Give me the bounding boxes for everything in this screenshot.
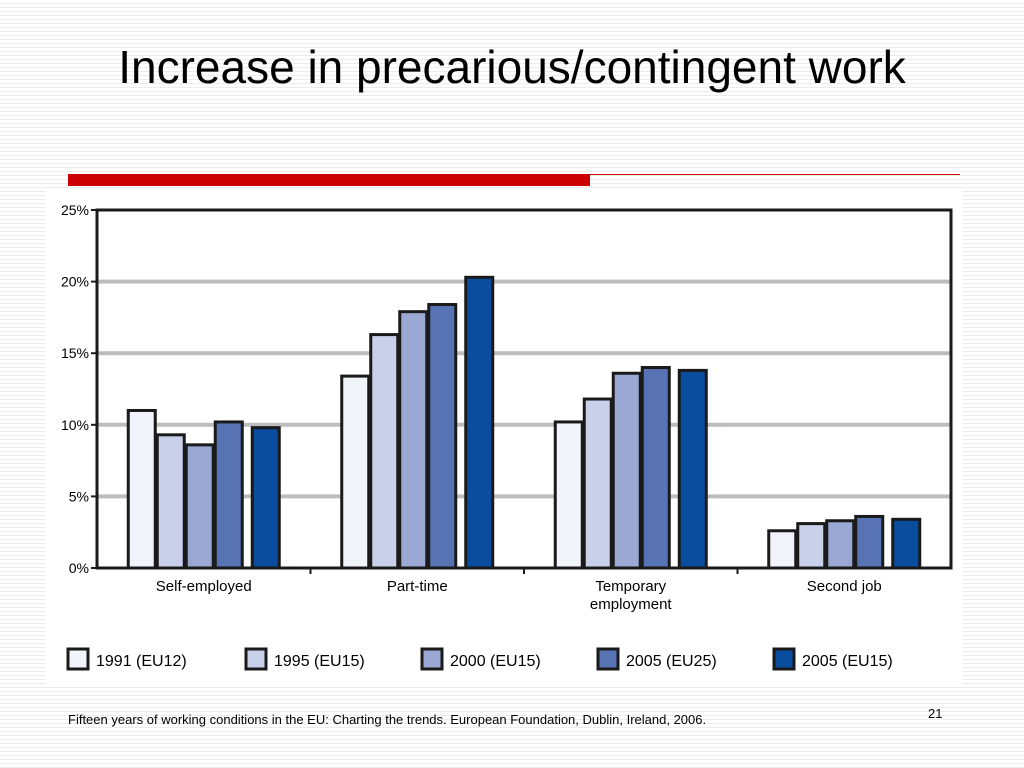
legend-swatch [772, 647, 796, 671]
bar [250, 426, 281, 570]
legend-swatch [244, 647, 268, 671]
bar [464, 275, 495, 570]
slide-title: Increase in precarious/contingent work [118, 41, 906, 93]
x-category-label: Temporary employment [590, 578, 673, 613]
bar [553, 420, 584, 570]
bar [677, 368, 708, 570]
y-tick-label: 10% [61, 417, 89, 433]
y-tick-label: 25% [61, 202, 89, 218]
bar [340, 374, 371, 570]
bar [184, 443, 215, 570]
legend-label: 1995 (EU15) [274, 653, 365, 670]
bar [126, 408, 157, 570]
bar [398, 310, 429, 570]
bar [796, 522, 827, 570]
bar [891, 517, 922, 570]
source-citation: Fifteen years of working conditions in t… [68, 712, 707, 727]
bar [213, 420, 244, 570]
legend-label: 2000 (EU15) [450, 653, 541, 670]
x-category-label: Second job [807, 578, 882, 595]
bar [854, 514, 885, 570]
bar [155, 433, 186, 570]
bar [640, 366, 671, 570]
legend-swatch [66, 647, 90, 671]
y-tick-label: 15% [61, 345, 89, 361]
x-category-label: Part-time [387, 578, 448, 595]
title-underline-thin [590, 174, 960, 175]
legend-label: 2005 (EU25) [626, 653, 717, 670]
bar [582, 397, 613, 570]
legend-swatch [420, 647, 444, 671]
x-category-label: Self-employed [156, 578, 252, 595]
bar-chart: 0% 5% 10% 15% 20% 25% Self-employed Part-time Te… [61, 202, 953, 671]
y-tick-label: 20% [61, 274, 89, 290]
legend-swatch [596, 647, 620, 671]
page-number: 21 [928, 706, 943, 721]
legend-label: 1991 (EU12) [96, 653, 187, 670]
legend-label: 2005 (EU15) [802, 653, 893, 670]
chart-panel: 0% 5% 10% 15% 20% 25% Self-employed Part-time Te… [46, 188, 962, 686]
bar [611, 371, 642, 570]
bar [427, 303, 458, 570]
y-tick-label: 5% [69, 488, 89, 504]
title-underline-red [68, 174, 590, 186]
bar [825, 519, 856, 570]
y-tick-label: 0% [69, 560, 89, 576]
bar [369, 333, 400, 570]
bar [767, 529, 798, 570]
